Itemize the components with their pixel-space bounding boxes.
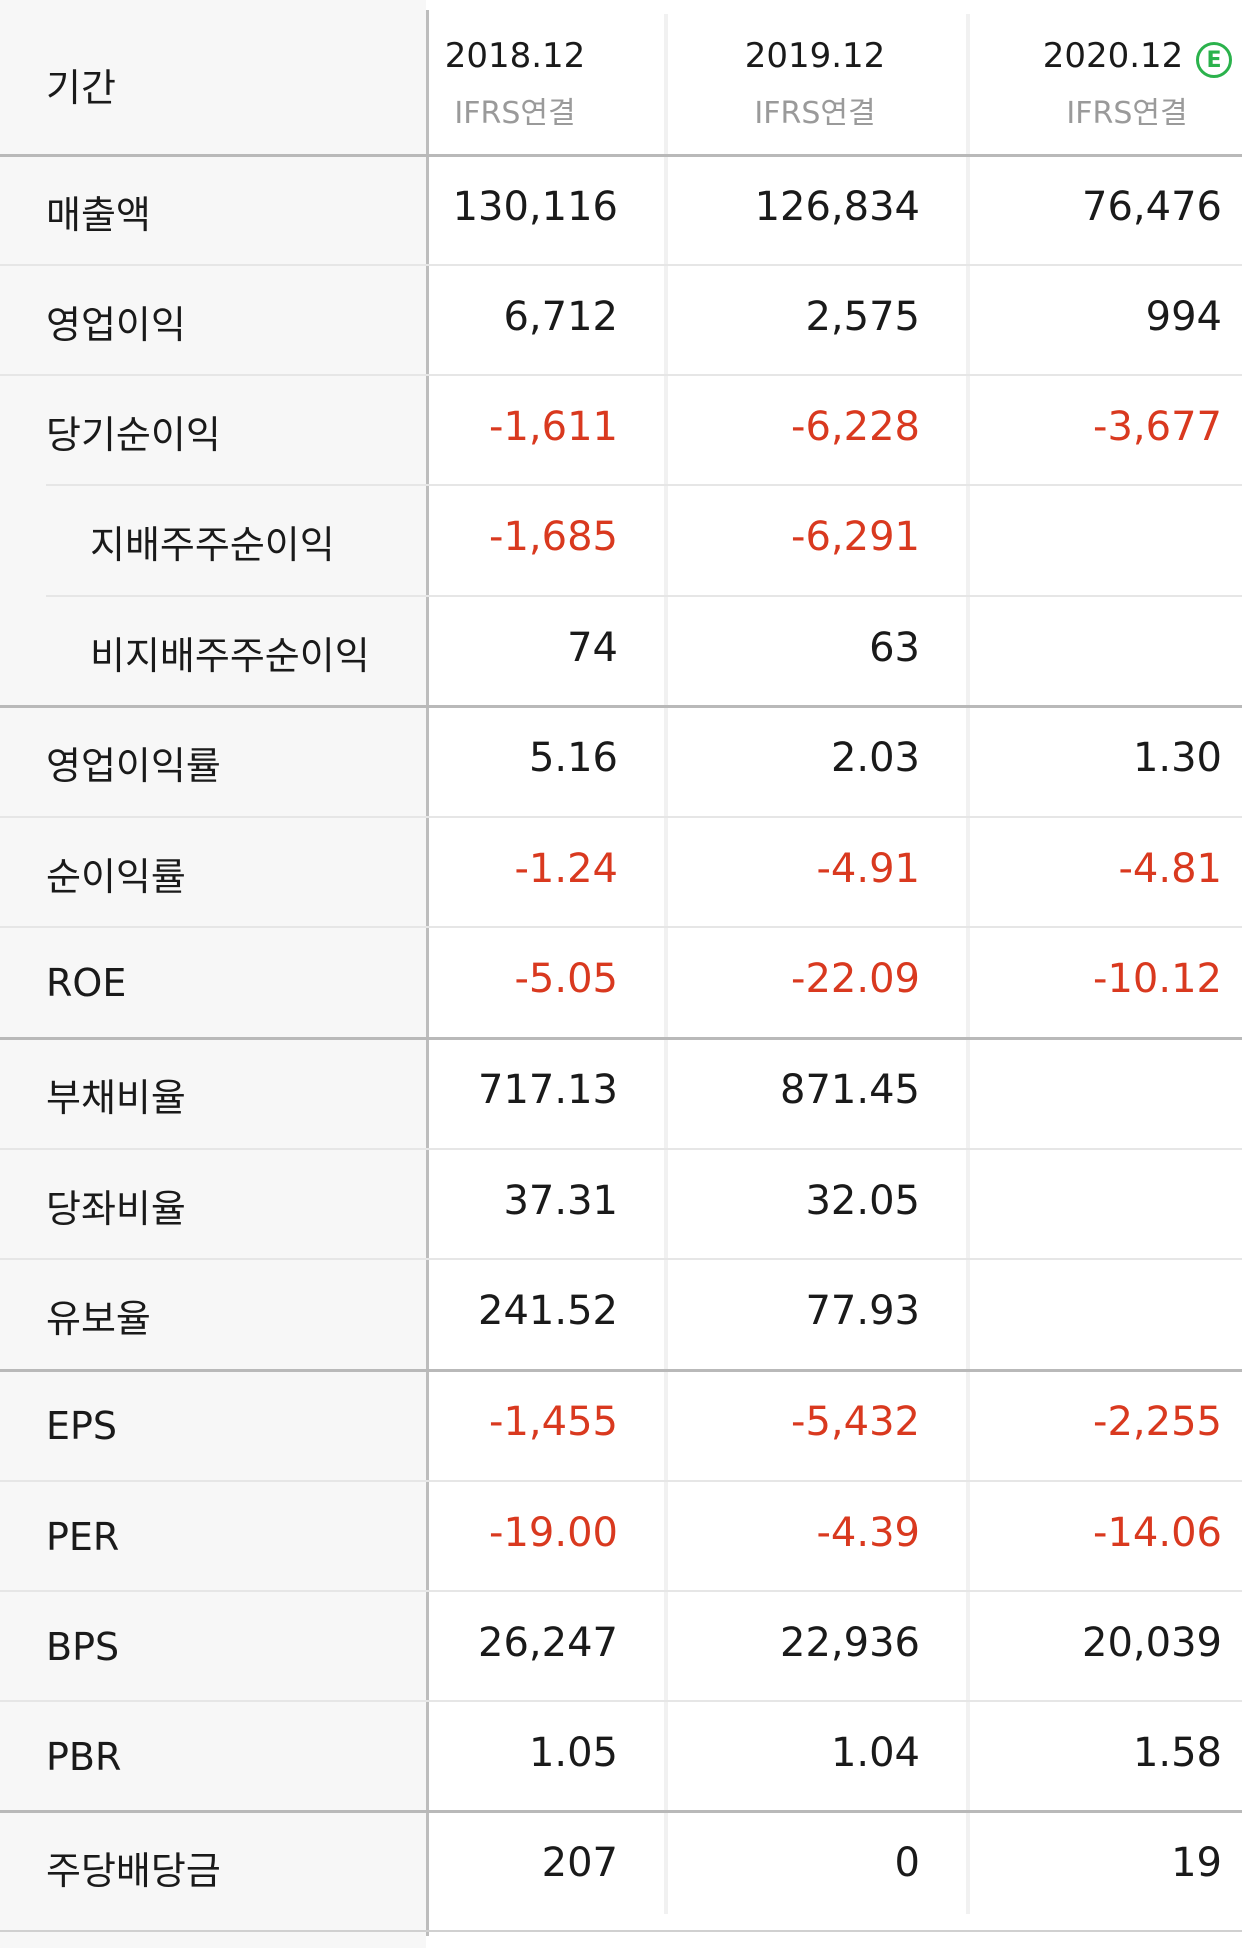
section-divider xyxy=(0,1369,1242,1372)
row-divider xyxy=(0,1148,1242,1150)
value-cell: -1,685 xyxy=(489,514,618,560)
row-label: 당좌비율 xyxy=(46,1186,186,1231)
row-label: BPS xyxy=(46,1625,120,1669)
row-label: 매출액 xyxy=(46,192,151,237)
section-divider xyxy=(0,1037,1242,1040)
value-cell: -6,291 xyxy=(791,514,920,560)
label-column xyxy=(0,0,426,1948)
section-divider xyxy=(0,705,1242,708)
row-divider xyxy=(0,1480,1242,1482)
row-label: 주당배당금 xyxy=(46,1848,221,1893)
row-label: 당기순이익 xyxy=(46,412,221,457)
value-cell: 26,247 xyxy=(478,1620,618,1666)
value-cell: 74 xyxy=(567,625,618,671)
row-label: 부채비율 xyxy=(46,1075,186,1120)
row-label: EPS xyxy=(46,1404,118,1448)
value-cell: 1.58 xyxy=(1132,1730,1222,1776)
value-cell: 130,116 xyxy=(452,184,618,230)
value-cell: -4.91 xyxy=(816,846,921,892)
row-divider xyxy=(0,264,1242,266)
value-cell: -19.00 xyxy=(489,1510,618,1556)
header-basis-2020: IFRS연결 xyxy=(1066,96,1188,131)
value-cell: 207 xyxy=(541,1840,618,1886)
value-cell: 0 xyxy=(894,1840,920,1886)
value-cell: 871.45 xyxy=(780,1067,920,1113)
value-cell: 77.93 xyxy=(805,1288,920,1334)
value-cell: 37.31 xyxy=(503,1178,618,1224)
header-basis-2019: IFRS연결 xyxy=(754,96,876,131)
header-year-2020: 2020.12 xyxy=(1042,36,1184,76)
row-label: PER xyxy=(46,1515,120,1559)
value-cell: 1.30 xyxy=(1132,735,1222,781)
value-cell xyxy=(976,1146,1222,1256)
value-cell: 994 xyxy=(1145,294,1222,340)
row-divider xyxy=(0,1258,1242,1260)
value-cell xyxy=(976,482,1222,592)
value-cell xyxy=(976,1256,1222,1366)
value-cell: 2.03 xyxy=(830,735,920,781)
section-divider xyxy=(0,1810,1242,1813)
value-cell: 22,936 xyxy=(780,1620,920,1666)
row-label: 순이익률 xyxy=(46,854,186,899)
value-cell: -4.39 xyxy=(816,1510,921,1556)
row-divider xyxy=(0,1700,1242,1702)
row-label: 지배주주순이익 xyxy=(90,522,335,567)
value-cell: -22.09 xyxy=(791,956,920,1002)
header-basis-2018: IFRS연결 xyxy=(454,96,576,131)
header-year-2018: 2018.12 xyxy=(444,36,586,76)
value-cell xyxy=(976,593,1222,703)
value-cell: -10.12 xyxy=(1093,956,1222,1002)
row-divider xyxy=(46,484,1242,486)
value-cell: 717.13 xyxy=(478,1067,618,1113)
value-cell: -4.81 xyxy=(1118,846,1223,892)
value-cell: -14.06 xyxy=(1093,1510,1222,1556)
header-label: 기간 xyxy=(46,65,116,110)
value-cell: 1.05 xyxy=(528,1730,618,1776)
row-label: 유보율 xyxy=(46,1296,151,1341)
value-cell: 6,712 xyxy=(503,294,618,340)
row-label: 비지배주주순이익 xyxy=(90,633,370,678)
value-cell: 76,476 xyxy=(1082,184,1222,230)
value-cell: -5,432 xyxy=(791,1399,920,1445)
estimate-badge-icon: E xyxy=(1196,42,1232,78)
row-divider xyxy=(0,816,1242,818)
value-cell: -3,677 xyxy=(1093,404,1222,450)
value-cell: 32.05 xyxy=(805,1178,920,1224)
row-label: ROE xyxy=(46,961,127,1005)
row-divider xyxy=(0,374,1242,376)
value-cell: -6,228 xyxy=(791,404,920,450)
value-cell xyxy=(976,1035,1222,1145)
value-cell: -1,611 xyxy=(489,404,618,450)
value-cell: -1,455 xyxy=(489,1399,618,1445)
row-label: PBR xyxy=(46,1735,122,1779)
value-cell: 20,039 xyxy=(1082,1620,1222,1666)
value-cell: 241.52 xyxy=(478,1288,618,1334)
value-cell: 126,834 xyxy=(754,184,920,230)
value-cell: 19 xyxy=(1171,1840,1222,1886)
table-bottom-border xyxy=(0,1930,1242,1932)
value-cell: -5.05 xyxy=(514,956,619,1002)
row-divider xyxy=(46,595,1242,597)
column-divider xyxy=(664,14,668,1914)
row-label: 영업이익률 xyxy=(46,743,221,788)
row-label: 영업이익 xyxy=(46,302,186,347)
top-edge xyxy=(0,0,1242,10)
row-divider xyxy=(0,1590,1242,1592)
value-cell: 2,575 xyxy=(805,294,920,340)
label-column-divider xyxy=(426,10,429,1936)
value-cell: 1.04 xyxy=(830,1730,920,1776)
value-cell: -1.24 xyxy=(514,846,619,892)
value-cell: -2,255 xyxy=(1093,1399,1222,1445)
column-divider xyxy=(966,14,970,1914)
value-cell: 63 xyxy=(869,625,920,671)
header-year-2019: 2019.12 xyxy=(744,36,886,76)
value-cell: 5.16 xyxy=(528,735,618,781)
header-divider xyxy=(0,154,1242,157)
row-divider xyxy=(0,926,1242,928)
